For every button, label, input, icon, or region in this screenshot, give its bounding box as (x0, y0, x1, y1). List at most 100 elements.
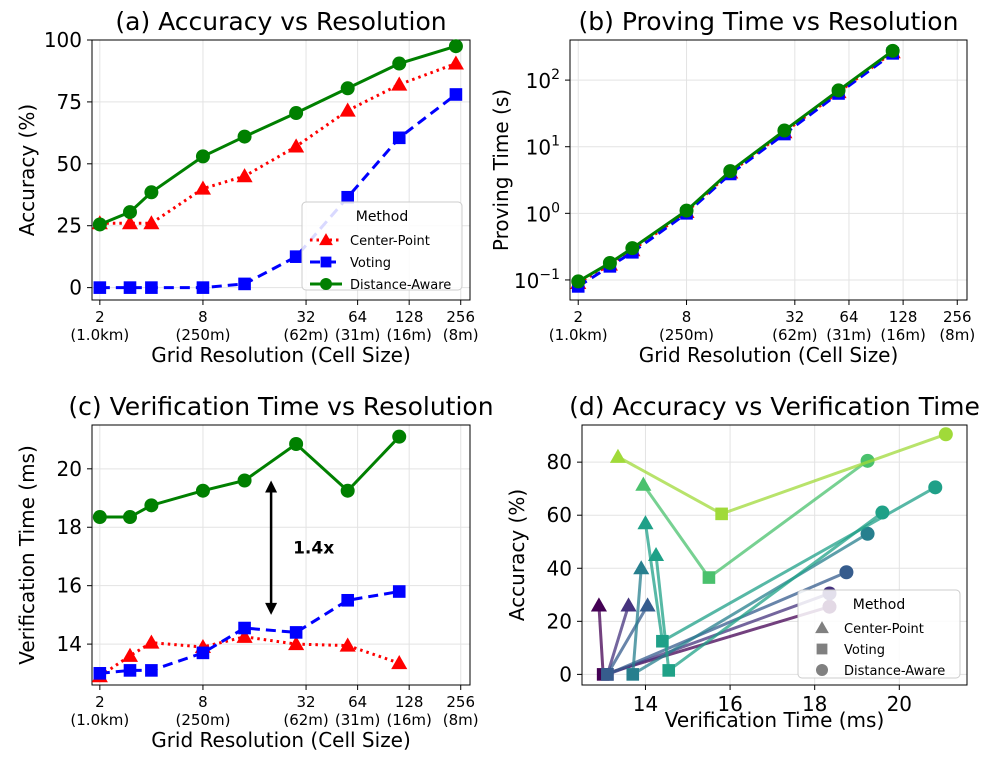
x-tick-sublabel: (16m) (386, 711, 431, 729)
x-tick-label: 8 (198, 693, 208, 711)
legend-marker-distance-aware (816, 664, 828, 676)
x-tick-label: 32 (785, 308, 804, 326)
data-point-square (656, 634, 669, 648)
y-axis-label: Accuracy (%) (15, 104, 39, 236)
gridlines (582, 425, 967, 685)
legend-marker-voting (320, 256, 332, 268)
data-point-circle (860, 526, 875, 541)
y-tick-label: 20 (547, 609, 572, 633)
data-point-center-point (288, 636, 305, 651)
annotation-arrowhead-top (265, 480, 278, 493)
data-point-square (626, 668, 640, 681)
x-tick-label: 32 (297, 693, 316, 711)
x-tick-label: 64 (348, 693, 367, 711)
series-line-distance-aware (577, 49, 894, 283)
x-axis-label: Grid Resolution (Cell Size) (639, 343, 899, 367)
y-tick-label: 101 (526, 134, 560, 160)
data-point-distance-aware (92, 217, 107, 232)
x-tick-label: 128 (889, 308, 918, 326)
data-point-voting (196, 646, 210, 660)
x-tick-label: 8 (198, 308, 208, 326)
x-tick-label: 20 (887, 692, 912, 716)
legend: Method Center-Point Voting Distance-Aware (797, 589, 961, 679)
data-point-distance-aware (92, 510, 107, 525)
x-tick-label: 14 (633, 692, 658, 716)
x-tick-sublabel: (250m) (175, 326, 230, 344)
y-tick-label: 16 (57, 574, 82, 598)
data-point-distance-aware (237, 473, 252, 488)
data-point-distance-aware (122, 205, 137, 220)
data-point-circle (928, 480, 943, 495)
x-axis-label: Verification Time (ms) (665, 708, 885, 732)
y-tick-label: 14 (57, 632, 82, 656)
legend-box (301, 201, 463, 291)
y-tick-label: 75 (57, 90, 82, 114)
data-point-voting (449, 88, 463, 101)
plot-frame (91, 424, 471, 686)
data-point-center-point (143, 634, 160, 649)
data-point-voting (238, 621, 251, 635)
data-point-voting (123, 281, 137, 294)
x-tick-label: 256 (943, 308, 972, 326)
data-point-distance-aware (885, 43, 900, 58)
y-tick-label: 25 (57, 214, 82, 238)
data-point-square (601, 668, 614, 681)
data-point-distance-aware (392, 56, 407, 71)
data-point-distance-aware (340, 483, 355, 498)
y-tick-label: 102 (526, 67, 560, 93)
x-tick-label: 256 (446, 693, 475, 711)
data-point-distance-aware (289, 106, 304, 121)
legend-marker-center-point (319, 233, 333, 246)
data-point-center-point (236, 168, 253, 183)
chart-title: (c) Verification Time vs Resolution (68, 392, 493, 421)
legend-entry-label: Distance-Aware (350, 278, 451, 293)
y-tick-label: 0 (69, 276, 82, 300)
plot-frame (569, 39, 968, 301)
data-point-circle (938, 427, 953, 442)
annotation-arrowhead-bottom (265, 602, 278, 615)
data-point-circle (839, 565, 854, 580)
data-point-square (662, 664, 676, 677)
x-tick-label: 256 (446, 308, 475, 326)
data-point-distance-aware (625, 241, 640, 256)
data-point-distance-aware (392, 429, 407, 444)
x-tick-sublabel: (1.0km) (549, 326, 608, 344)
x-tick-label: 18 (802, 692, 827, 716)
gridlines (92, 425, 470, 685)
y-tick-label: 60 (547, 503, 572, 527)
data-point-distance-aware (122, 510, 137, 525)
x-tick-label: 2 (95, 308, 105, 326)
x-tick-label: 64 (348, 308, 367, 326)
data-point-triangle (635, 476, 652, 491)
legend-title: Method (356, 209, 409, 225)
panel-b-proving-time-vs-resolution: (b) Proving Time vs Resolution Grid Resol… (489, 7, 975, 367)
x-tick-label: 8 (682, 308, 692, 326)
data-point-center-point (447, 55, 464, 70)
y-tick-label: 50 (57, 152, 82, 176)
y-tick-label: 100 (526, 200, 560, 226)
x-tick-sublabel: (31m) (826, 326, 871, 344)
data-point-square (715, 507, 728, 521)
x-tick-label: 32 (297, 308, 316, 326)
data-point-distance-aware (777, 123, 792, 138)
data-point-voting (238, 277, 251, 291)
x-tick-label: 16 (717, 692, 742, 716)
data-point-distance-aware (571, 274, 586, 289)
x-tick-sublabel: (62m) (283, 326, 328, 344)
group-connector-line (642, 459, 869, 580)
data-point-distance-aware (144, 498, 159, 513)
x-tick-label: 128 (395, 693, 424, 711)
legend-title: Method (853, 597, 906, 613)
data-point-distance-aware (448, 39, 463, 54)
legend-marker-distance-aware (320, 278, 332, 290)
legend: Method Center-Point Voting Distance-Aware (301, 201, 463, 293)
data-point-center-point (391, 655, 408, 670)
data-point-distance-aware (723, 164, 738, 179)
legend-entry-label: Voting (350, 256, 391, 271)
gridlines (570, 40, 967, 300)
x-tick-label: 2 (573, 308, 583, 326)
data-point-square (702, 571, 716, 584)
x-tick-sublabel: (1.0km) (70, 326, 129, 344)
y-tick-label: 40 (547, 556, 572, 580)
